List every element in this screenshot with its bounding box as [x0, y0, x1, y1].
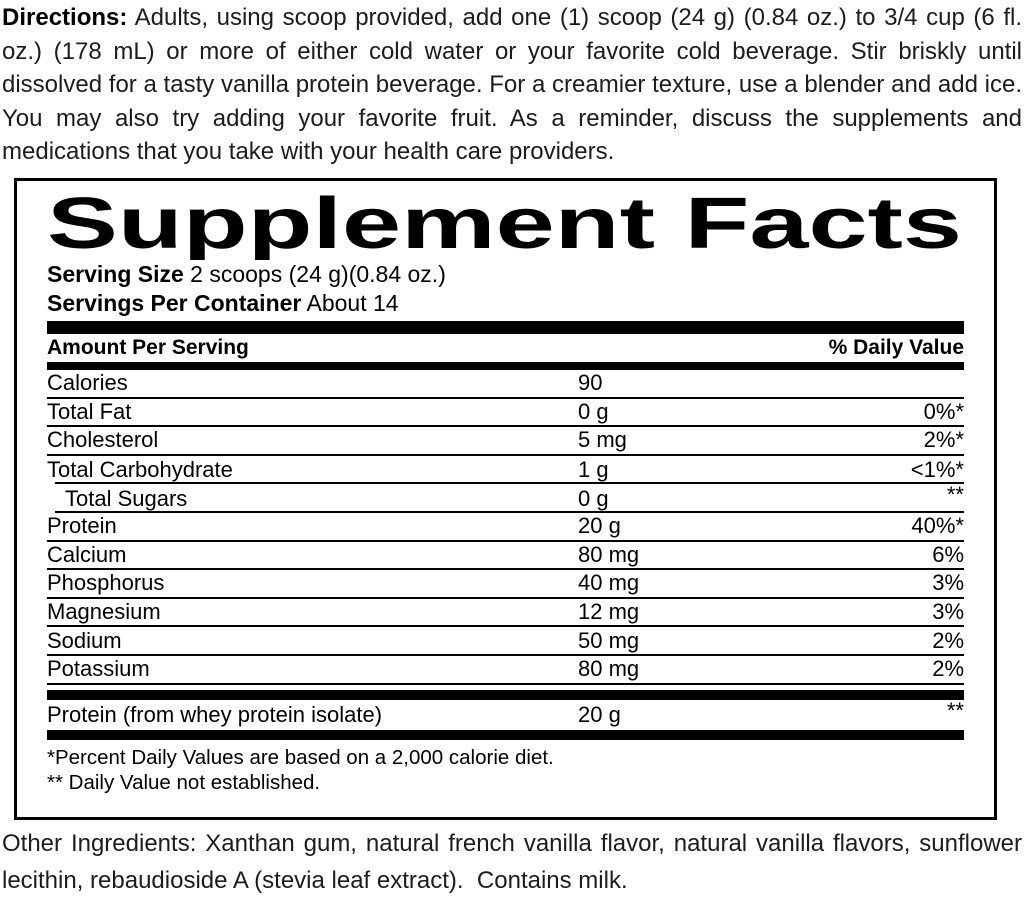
- nutrient-name: Calories: [47, 370, 128, 396]
- nutrient-amount: 80 mg: [578, 541, 640, 567]
- nutrient-amount: 0 g: [578, 398, 609, 424]
- directions-body: Adults, using scoop provided, add one (1…: [2, 4, 1022, 165]
- column-header-daily-value: % Daily Value: [828, 336, 964, 359]
- servings-per-container-value: About 14: [301, 290, 399, 316]
- footnote-not-established: ** Daily Value not established.: [47, 770, 321, 794]
- serving-size-label: Serving Size: [47, 261, 184, 287]
- nutrient-name: Total Fat: [47, 398, 132, 424]
- supplement-facts-title: Supplement Facts: [47, 192, 962, 260]
- divider-thick-top: [47, 321, 964, 334]
- nutrient-daily-value: 3%: [932, 570, 964, 596]
- table-row-whey-protein: Protein (from whey protein isolate) 20 g…: [47, 697, 964, 730]
- divider-thick-middle: [47, 689, 964, 700]
- nutrient-amount: 80 mg: [578, 656, 640, 682]
- footnotes: *Percent Daily Values are based on a 2,0…: [47, 745, 964, 795]
- footnote-daily-values: *Percent Daily Values are based on a 2,0…: [47, 745, 554, 769]
- nutrient-name: Sodium: [47, 627, 122, 653]
- nutrient-name: Potassium: [47, 656, 150, 682]
- nutrient-name: Protein (from whey protein isolate): [47, 701, 383, 727]
- supplement-facts-title-text: Supplement Facts: [47, 192, 962, 260]
- nutrient-daily-value: 6%: [932, 541, 964, 567]
- nutrient-amount: 12 mg: [578, 599, 640, 625]
- table-row-phosphorus: Phosphorus 40 mg 3%: [47, 570, 964, 599]
- nutrient-amount: 20 g: [578, 701, 621, 727]
- nutrient-daily-value: 2%: [932, 627, 964, 653]
- divider-medium-header: [47, 362, 964, 370]
- nutrient-daily-value: <1%*: [910, 457, 964, 483]
- nutrient-daily-value: **: [946, 482, 964, 508]
- divider-thick-bottom: [47, 729, 964, 740]
- directions-paragraph: Directions: Adults, using scoop provided…: [2, 1, 1022, 169]
- nutrient-daily-value: 0%*: [923, 398, 964, 424]
- other-ingredients-text: Other Ingredients: Xanthan gum, natural …: [2, 830, 1022, 894]
- nutrient-amount: 5 mg: [578, 427, 627, 453]
- nutrient-name: Phosphorus: [47, 570, 165, 596]
- table-row-calories: Calories 90: [47, 370, 964, 399]
- table-row-sodium: Sodium 50 mg 2%: [47, 627, 964, 656]
- nutrient-daily-value: **: [946, 697, 964, 723]
- supplement-facts-panel: Supplement Facts Serving Size 2 scoops (…: [14, 178, 997, 820]
- table-header-row: Amount Per Serving % Daily Value: [47, 334, 964, 362]
- servings-per-container-label: Servings Per Container: [47, 290, 302, 316]
- other-ingredients-paragraph: Other Ingredients: Xanthan gum, natural …: [2, 826, 1022, 899]
- table-row-total-fat: Total Fat 0 g 0%*: [47, 399, 964, 428]
- nutrient-amount: 40 mg: [578, 570, 640, 596]
- table-row-magnesium: Magnesium 12 mg 3%: [47, 599, 964, 628]
- nutrient-name: Protein: [47, 513, 117, 539]
- nutrient-name: Total Carbohydrate: [47, 457, 233, 483]
- nutrient-daily-value: 40%*: [911, 513, 964, 539]
- nutrient-name: Total Sugars: [65, 485, 188, 511]
- nutrient-amount: 50 mg: [578, 627, 640, 653]
- table-row-cholesterol: Cholesterol 5 mg 2%*: [47, 427, 964, 456]
- servings-per-container-line: Servings Per Container About 14: [47, 289, 964, 318]
- table-row-calcium: Calcium 80 mg 6%: [47, 542, 964, 571]
- serving-size-value: 2 scoops (24 g)(0.84 oz.): [183, 261, 446, 287]
- nutrient-name: Calcium: [47, 541, 127, 567]
- nutrient-name: Cholesterol: [47, 427, 159, 453]
- nutrient-amount: 90: [578, 370, 603, 396]
- nutrient-daily-value: 2%*: [923, 427, 964, 453]
- column-header-amount: Amount Per Serving: [47, 336, 249, 359]
- table-row-total-carbohydrate: Total Carbohydrate 1 g <1%*: [47, 456, 964, 485]
- table-row-total-sugars: Total Sugars 0 g **: [47, 484, 964, 513]
- table-row-potassium: Potassium 80 mg 2%: [47, 656, 964, 685]
- nutrient-daily-value: 2%: [932, 656, 964, 682]
- nutrient-name: Magnesium: [47, 599, 161, 625]
- nutrient-amount: 0 g: [578, 485, 609, 511]
- nutrient-daily-value: 3%: [932, 599, 964, 625]
- table-row-protein: Protein 20 g 40%*: [47, 513, 964, 542]
- nutrient-amount: 1 g: [578, 457, 609, 483]
- serving-size-line: Serving Size 2 scoops (24 g)(0.84 oz.): [47, 260, 964, 289]
- directions-heading: Directions:: [2, 4, 128, 31]
- nutrient-amount: 20 g: [578, 513, 621, 539]
